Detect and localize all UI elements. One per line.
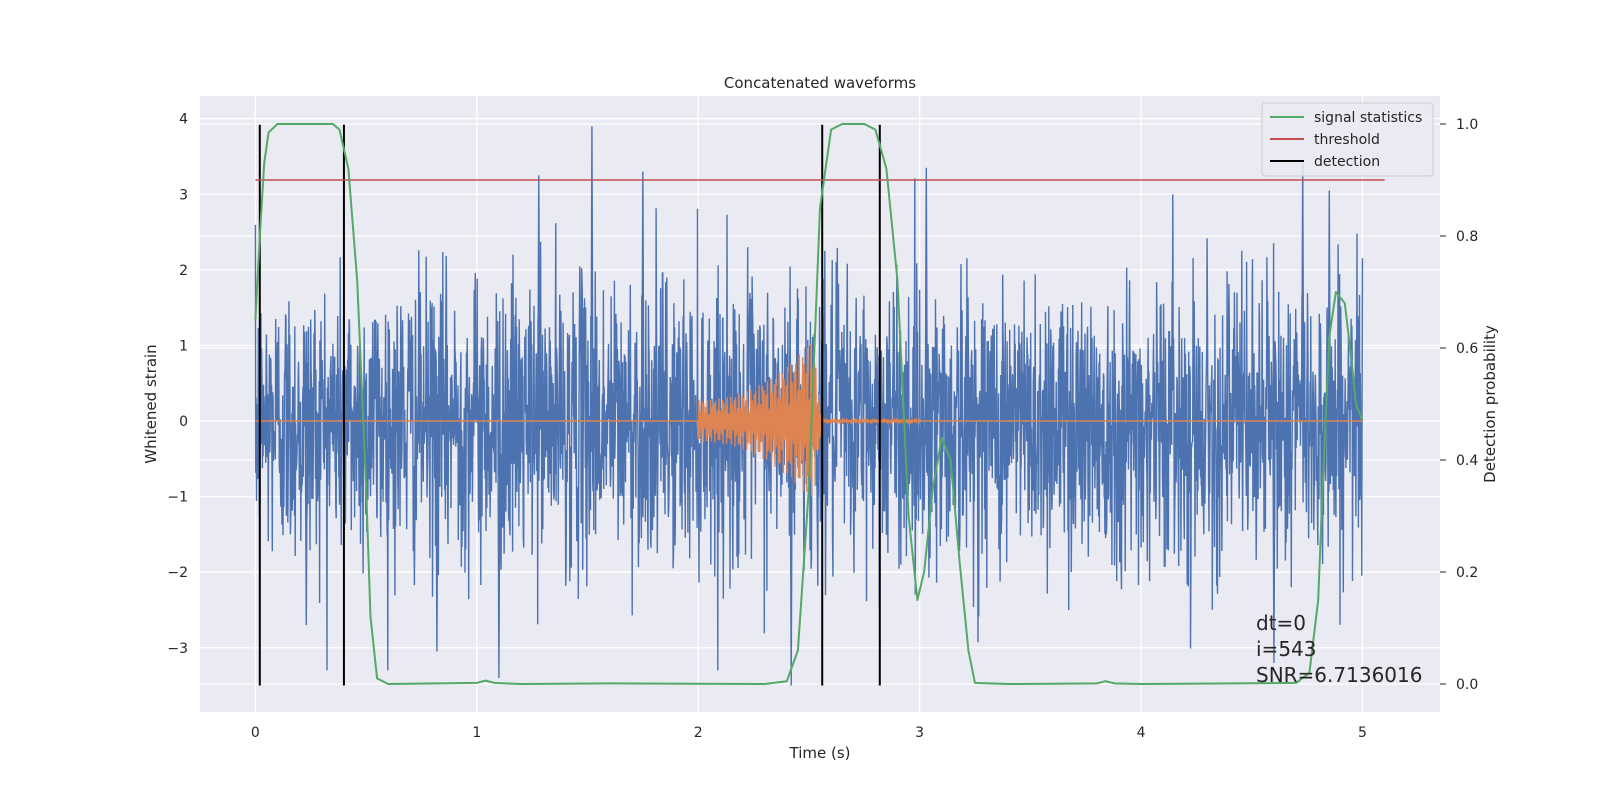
- y2-tick-label: 0.0: [1456, 677, 1478, 693]
- strain-peak: [789, 421, 793, 686]
- strain-peak: [1272, 421, 1276, 663]
- y-axis-label: Whitened strain: [142, 344, 160, 463]
- y-tick-label: −2: [167, 565, 188, 581]
- y-tick-label: 0: [179, 414, 188, 430]
- y2-tick-label: 0.4: [1456, 453, 1478, 469]
- x-tick-label: 5: [1358, 725, 1367, 741]
- strain-peak: [924, 167, 928, 422]
- x-tick-label: 1: [472, 725, 481, 741]
- y2-tick-label: 0.2: [1456, 565, 1478, 581]
- y-tick-label: 3: [179, 187, 188, 203]
- series-layer: [254, 123, 1385, 686]
- x-tick-label: 2: [694, 725, 703, 741]
- y2-tick-labels: 0.0 0.2 0.4 0.6 0.8 1.0: [1440, 117, 1478, 693]
- x-tick-labels: 0 1 2 3 4 5: [251, 725, 1367, 741]
- y-tick-labels: −3 −2 −1 0 1 2 3 4: [167, 112, 188, 657]
- legend-label: threshold: [1314, 132, 1380, 148]
- annotation-text: SNR=6.7136016: [1256, 663, 1422, 687]
- legend: signal statistics threshold detection: [1261, 102, 1434, 177]
- annotation-text: dt=0: [1256, 611, 1306, 635]
- y2-axis-label: Detection probability: [1481, 325, 1499, 483]
- x-tick-label: 4: [1137, 725, 1146, 741]
- y-tick-label: −3: [167, 641, 188, 657]
- injected-signal-line: [255, 343, 1363, 497]
- signal-statistics-line: [254, 123, 1364, 685]
- annotation-text: i=543: [1256, 637, 1317, 661]
- x-tick-label: 3: [915, 725, 924, 741]
- strain-peak: [641, 171, 645, 422]
- y2-tick-label: 1.0: [1456, 117, 1478, 133]
- y-tick-label: 2: [179, 263, 188, 279]
- y-tick-label: 4: [179, 112, 188, 128]
- x-axis-label: Time (s): [789, 744, 851, 762]
- strain-peak: [537, 175, 541, 422]
- y2-tick-label: 0.6: [1456, 341, 1478, 357]
- y-tick-label: −1: [167, 490, 188, 506]
- x-tick-label: 0: [251, 725, 260, 741]
- chart-title: Concatenated waveforms: [724, 74, 916, 92]
- legend-box: [1261, 102, 1434, 177]
- strain-peak: [590, 126, 594, 422]
- legend-label: detection: [1314, 154, 1380, 170]
- y-tick-label: 1: [179, 338, 188, 354]
- legend-label: signal statistics: [1314, 110, 1422, 126]
- y2-tick-label: 0.8: [1456, 229, 1478, 245]
